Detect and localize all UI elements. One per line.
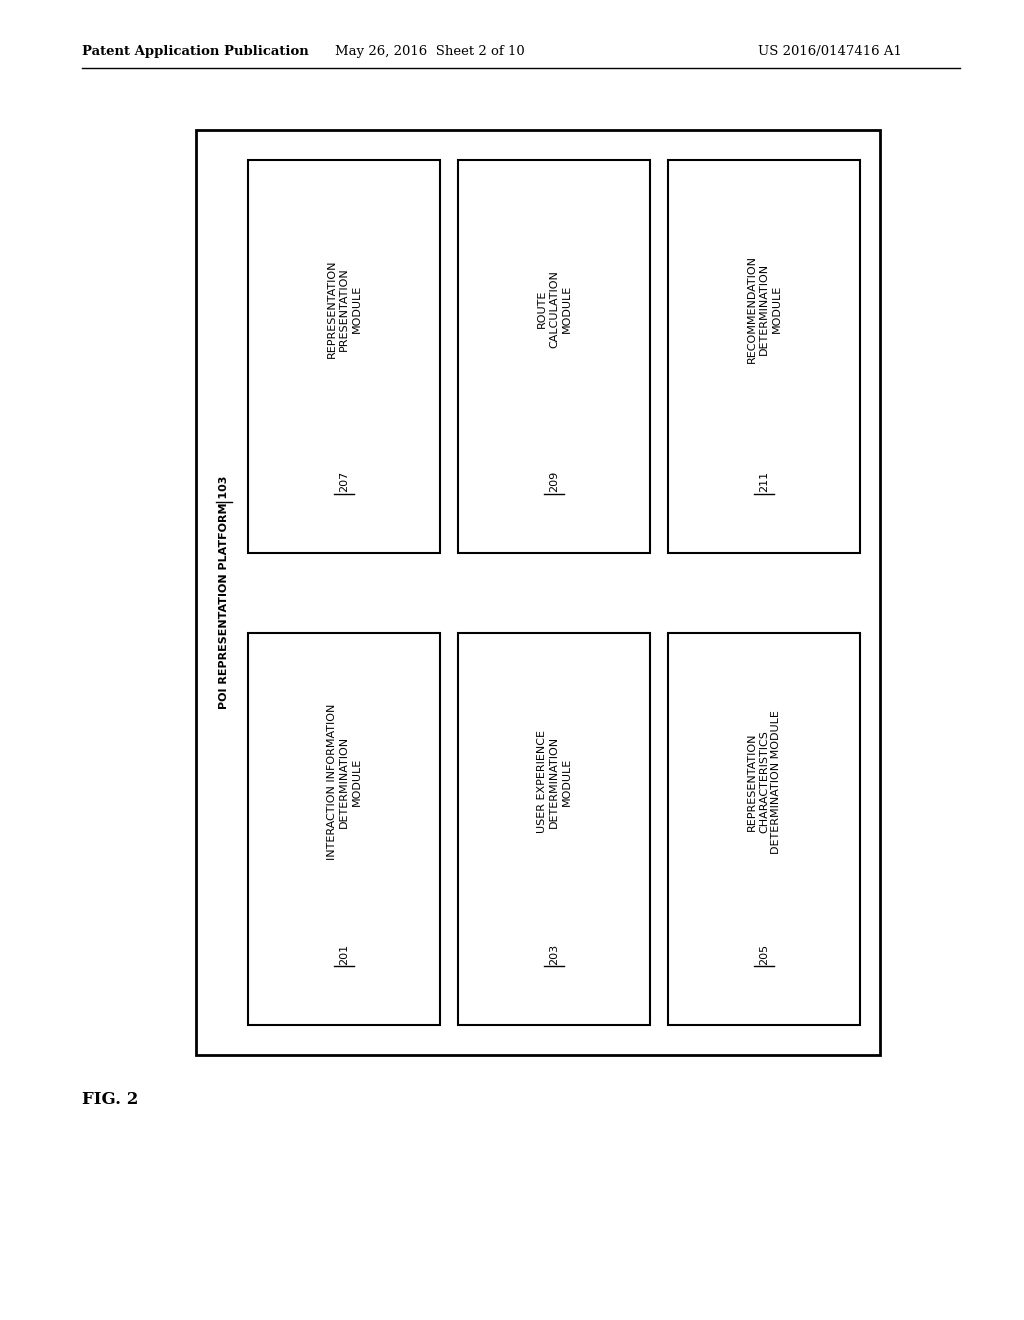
Text: RECOMMENDATION
DETERMINATION
MODULE: RECOMMENDATION DETERMINATION MODULE: [746, 255, 781, 363]
Text: US 2016/0147416 A1: US 2016/0147416 A1: [758, 45, 902, 58]
Text: FIG. 2: FIG. 2: [82, 1092, 138, 1109]
Text: Patent Application Publication: Patent Application Publication: [82, 45, 309, 58]
Bar: [668, 632, 860, 1026]
Text: REPRESENTATION
PRESENTATION
MODULE: REPRESENTATION PRESENTATION MODULE: [327, 260, 361, 359]
Bar: [668, 160, 860, 553]
Text: 209: 209: [549, 471, 559, 492]
Text: INTERACTION INFORMATION
DETERMINATION
MODULE: INTERACTION INFORMATION DETERMINATION MO…: [327, 704, 361, 859]
Bar: [248, 632, 440, 1026]
Bar: [196, 129, 880, 1055]
Text: REPRESENTATION
CHARACTERISTICS
DETERMINATION MODULE: REPRESENTATION CHARACTERISTICS DETERMINA…: [746, 710, 781, 854]
Text: POI REPRESENTATION PLATFORM 103: POI REPRESENTATION PLATFORM 103: [219, 475, 229, 709]
Text: USER EXPERIENCE
DETERMINATION
MODULE: USER EXPERIENCE DETERMINATION MODULE: [537, 730, 571, 833]
Text: 211: 211: [759, 471, 769, 492]
Text: ROUTE
CALCULATION
MODULE: ROUTE CALCULATION MODULE: [537, 271, 571, 348]
Bar: [458, 160, 650, 553]
Bar: [248, 160, 440, 553]
Bar: [458, 632, 650, 1026]
Text: 201: 201: [339, 944, 349, 965]
Text: 203: 203: [549, 944, 559, 965]
Text: 207: 207: [339, 471, 349, 492]
Text: 205: 205: [759, 944, 769, 965]
Text: May 26, 2016  Sheet 2 of 10: May 26, 2016 Sheet 2 of 10: [335, 45, 525, 58]
